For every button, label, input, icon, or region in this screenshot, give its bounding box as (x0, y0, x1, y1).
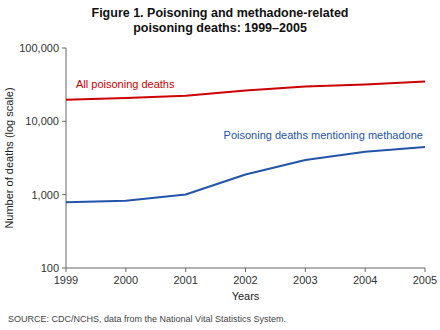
x-tick-label: 2001 (173, 274, 197, 286)
x-axis-label: Years (232, 290, 260, 302)
x-tick (245, 268, 246, 272)
chart: Figure 1. Poisoning and methadone-relate… (0, 0, 440, 330)
plot-area (66, 81, 425, 202)
x-tick (365, 268, 366, 272)
y-tick-label: 100,000 (19, 42, 59, 54)
x-tick (66, 268, 67, 272)
y-axis-line (66, 48, 67, 268)
x-tick-label: 2005 (413, 274, 437, 286)
y-tick (62, 121, 66, 122)
series-label: Poisoning deaths mentioning methadone (224, 129, 423, 141)
y-axis-label: Number of deaths (log scale) (3, 87, 15, 228)
series-line (66, 147, 425, 202)
title-line: poisoning deaths: 1999–2005 (133, 21, 307, 35)
x-tick-label: 2003 (293, 274, 317, 286)
title: Figure 1. Poisoning and methadone-relate… (92, 6, 349, 35)
annotation: SOURCE: CDC/NCHS, data from the National… (8, 314, 286, 324)
x-tick (125, 268, 126, 272)
x-tick-label: 2000 (114, 274, 138, 286)
y-tick-label: 100 (41, 262, 59, 274)
y-tick (62, 48, 66, 49)
y-tick-label: 1,000 (31, 189, 59, 201)
title-line: Figure 1. Poisoning and methadone-relate… (92, 6, 349, 20)
x-tick-label: 1999 (54, 274, 78, 286)
y-tick-label: 10,000 (25, 115, 59, 127)
x-tick-label: 2002 (233, 274, 257, 286)
series-label: All poisoning deaths (76, 78, 175, 90)
x-tick (305, 268, 306, 272)
x-tick-label: 2004 (353, 274, 377, 286)
y-tick (62, 268, 66, 269)
x-tick (425, 268, 426, 272)
y-tick (62, 194, 66, 195)
x-tick (185, 268, 186, 272)
